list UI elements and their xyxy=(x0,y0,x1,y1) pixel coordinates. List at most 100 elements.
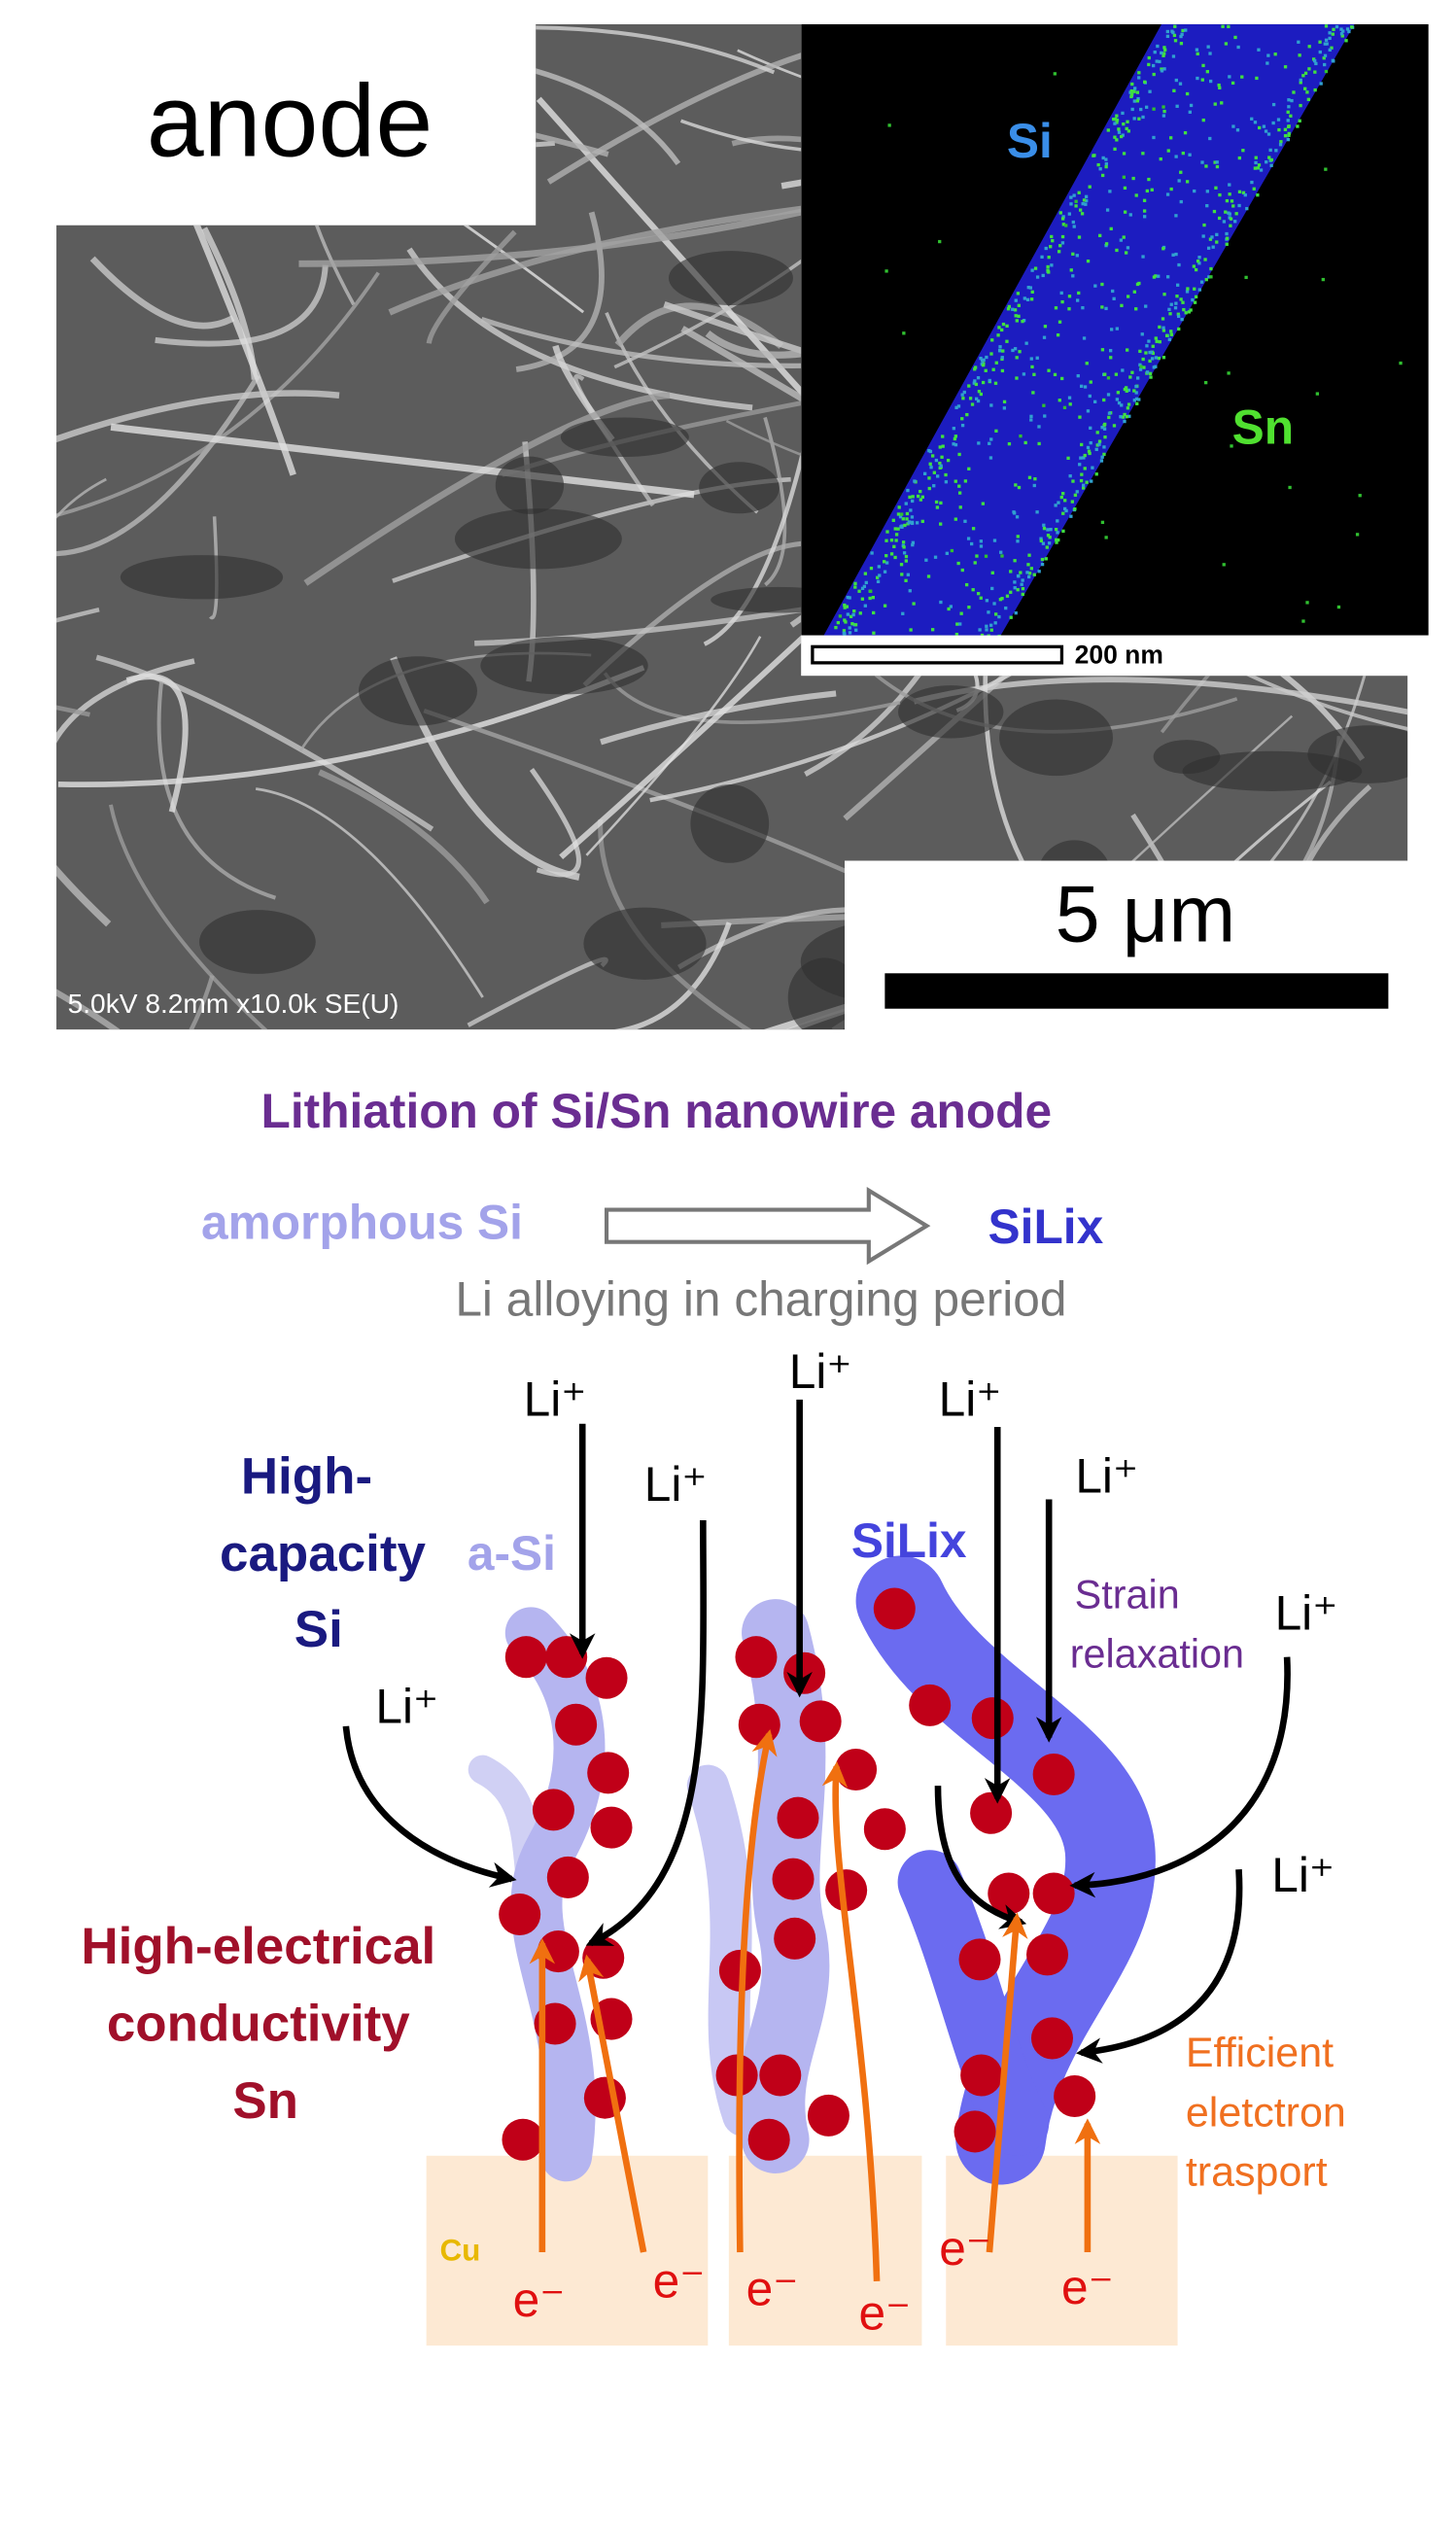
speck xyxy=(1175,295,1179,298)
speck xyxy=(863,604,867,608)
speck xyxy=(869,566,874,571)
speck xyxy=(1299,103,1302,108)
speck xyxy=(1039,537,1043,540)
speck xyxy=(911,499,915,504)
speck xyxy=(1241,191,1246,194)
speck xyxy=(1000,597,1004,601)
speck xyxy=(1081,483,1086,487)
speck xyxy=(1323,42,1327,46)
speck xyxy=(1104,161,1109,166)
speck xyxy=(1399,361,1403,365)
speck xyxy=(1032,483,1036,488)
speck xyxy=(1027,572,1032,575)
sn-particle xyxy=(1032,1872,1075,1915)
speck xyxy=(988,456,993,460)
speck xyxy=(1154,336,1158,340)
speck xyxy=(1244,275,1248,280)
speck xyxy=(1024,341,1028,345)
speck xyxy=(1032,372,1036,376)
speck xyxy=(982,358,986,362)
sn-particle xyxy=(555,1703,598,1746)
speck xyxy=(1193,300,1197,304)
speck xyxy=(1318,50,1322,54)
fiber xyxy=(529,768,581,878)
speck xyxy=(1043,325,1048,329)
speck xyxy=(1208,79,1213,84)
speck xyxy=(1098,167,1102,171)
speck xyxy=(1171,30,1175,35)
speck xyxy=(1035,275,1040,279)
speck xyxy=(1152,365,1156,369)
speck xyxy=(1014,483,1018,487)
fiber xyxy=(703,437,809,646)
speck xyxy=(1088,451,1092,456)
speck xyxy=(1201,234,1205,238)
speck xyxy=(1001,322,1006,327)
speck xyxy=(1060,234,1065,239)
speck xyxy=(1017,314,1021,319)
speck xyxy=(992,602,996,606)
speck xyxy=(1058,244,1062,248)
speck xyxy=(1132,99,1136,103)
speck xyxy=(1227,371,1231,375)
speck xyxy=(979,596,983,600)
speck xyxy=(1189,308,1193,312)
speck xyxy=(1233,220,1237,224)
speck xyxy=(1125,348,1129,352)
speck xyxy=(1019,571,1023,574)
speck xyxy=(1230,199,1234,203)
speck xyxy=(944,480,949,484)
li-label: Li⁺ xyxy=(644,1457,708,1512)
speck xyxy=(1237,156,1241,160)
speck xyxy=(1143,215,1147,219)
speck xyxy=(1276,118,1281,122)
speck xyxy=(1174,78,1178,83)
speck xyxy=(1014,610,1018,615)
speck xyxy=(1119,238,1124,242)
fiber xyxy=(1424,514,1456,704)
speck xyxy=(997,326,1001,330)
speck xyxy=(955,622,959,626)
speck xyxy=(910,521,915,526)
fiber xyxy=(318,769,490,905)
speck xyxy=(957,491,962,495)
sn-particle xyxy=(747,2118,790,2161)
speck xyxy=(1002,406,1007,410)
speck xyxy=(1217,216,1222,221)
sn-particle xyxy=(971,1697,1014,1740)
speck xyxy=(913,479,917,483)
speck xyxy=(1057,538,1060,542)
speck xyxy=(1025,297,1030,302)
sn-particle xyxy=(960,2054,1003,2097)
speck xyxy=(1187,310,1192,314)
speck xyxy=(922,471,927,475)
speck xyxy=(1086,445,1091,450)
sn-particle xyxy=(735,1636,778,1679)
speck xyxy=(985,355,988,360)
speck xyxy=(1358,494,1362,498)
speck xyxy=(1177,314,1181,319)
speck xyxy=(1188,110,1192,114)
speck xyxy=(1215,240,1219,244)
speck xyxy=(1081,486,1086,490)
speck xyxy=(1178,82,1183,86)
speck xyxy=(953,517,957,521)
speck xyxy=(1022,372,1026,376)
fiber xyxy=(56,658,195,749)
speck xyxy=(900,524,904,528)
speck xyxy=(1099,459,1104,463)
speck xyxy=(1298,53,1301,57)
speck xyxy=(1331,32,1335,36)
sn-particle xyxy=(499,1893,541,1936)
speck xyxy=(928,449,933,454)
speck xyxy=(973,379,977,383)
speck xyxy=(1046,528,1050,532)
speck xyxy=(1197,288,1202,292)
speck xyxy=(1028,286,1033,290)
speck xyxy=(1181,151,1185,156)
speck xyxy=(1073,507,1077,511)
electron-label: e⁻ xyxy=(513,2273,566,2327)
sn-particle xyxy=(738,1703,780,1746)
speck xyxy=(1100,426,1104,430)
